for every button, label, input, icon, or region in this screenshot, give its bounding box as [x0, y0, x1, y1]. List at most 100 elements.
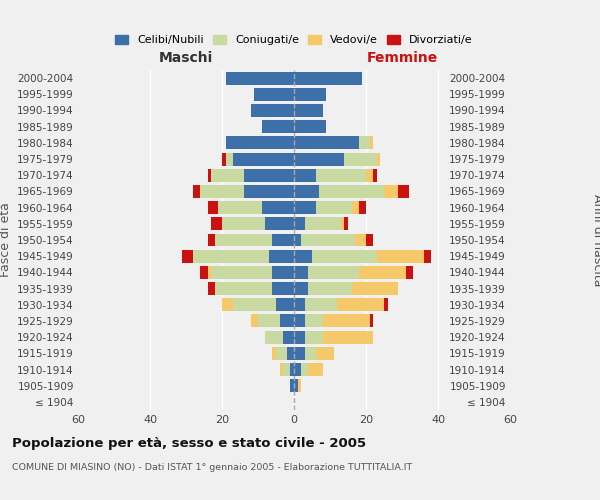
Bar	[294, 218, 305, 230]
Bar	[294, 363, 301, 376]
Bar	[298, 379, 301, 392]
Bar	[319, 185, 384, 198]
Bar	[305, 298, 337, 311]
Bar	[308, 363, 323, 376]
Bar	[294, 136, 359, 149]
Bar	[305, 347, 316, 360]
Bar	[280, 314, 294, 328]
Bar	[218, 201, 262, 214]
Bar	[294, 266, 308, 279]
Legend: Celibi/Nubili, Coniugati/e, Vedovi/e, Divorziati/e: Celibi/Nubili, Coniugati/e, Vedovi/e, Di…	[112, 32, 476, 48]
Bar	[269, 250, 294, 262]
Bar	[290, 363, 294, 376]
Text: Popolazione per età, sesso e stato civile - 2005: Popolazione per età, sesso e stato civil…	[12, 438, 366, 450]
Bar	[305, 330, 323, 344]
Bar	[182, 250, 193, 262]
Bar	[211, 169, 244, 181]
Bar	[280, 363, 283, 376]
Bar	[316, 169, 366, 181]
Bar	[294, 379, 298, 392]
Bar	[294, 169, 316, 181]
Bar	[294, 314, 305, 328]
Bar	[283, 330, 294, 344]
Bar	[262, 120, 294, 133]
Bar	[294, 152, 344, 166]
Bar	[226, 72, 294, 85]
Bar	[265, 218, 294, 230]
Bar	[323, 314, 370, 328]
Bar	[208, 234, 215, 246]
Bar	[272, 282, 294, 295]
Bar	[370, 136, 373, 149]
Bar	[373, 169, 377, 181]
Text: COMUNE DI MIASINO (NO) - Dati ISTAT 1° gennaio 2005 - Elaborazione TUTTITALIA.IT: COMUNE DI MIASINO (NO) - Dati ISTAT 1° g…	[12, 462, 412, 471]
Bar	[276, 347, 287, 360]
Bar	[359, 136, 370, 149]
Bar	[294, 120, 326, 133]
Bar	[366, 234, 373, 246]
Bar	[305, 314, 323, 328]
Bar	[316, 347, 334, 360]
Bar	[294, 104, 323, 117]
Bar	[226, 152, 233, 166]
Bar	[251, 314, 258, 328]
Bar	[208, 266, 211, 279]
Bar	[251, 104, 294, 117]
Bar	[258, 314, 280, 328]
Bar	[344, 218, 348, 230]
Bar	[193, 185, 200, 198]
Bar	[359, 266, 406, 279]
Bar	[359, 201, 366, 214]
Bar	[352, 201, 359, 214]
Bar	[424, 250, 431, 262]
Bar	[200, 185, 244, 198]
Bar	[222, 152, 226, 166]
Bar	[294, 234, 301, 246]
Bar	[370, 314, 373, 328]
Bar	[305, 218, 341, 230]
Text: Femmine: Femmine	[367, 51, 437, 65]
Bar	[301, 234, 355, 246]
Bar	[208, 201, 218, 214]
Bar	[355, 234, 366, 246]
Bar	[308, 282, 352, 295]
Bar	[406, 266, 413, 279]
Bar	[215, 282, 272, 295]
Bar	[211, 266, 272, 279]
Bar	[272, 347, 276, 360]
Bar	[294, 298, 305, 311]
Bar	[294, 72, 362, 85]
Bar	[301, 363, 308, 376]
Bar	[337, 298, 384, 311]
Bar	[233, 152, 294, 166]
Text: Anni di nascita: Anni di nascita	[590, 194, 600, 286]
Bar	[290, 379, 294, 392]
Bar	[244, 169, 294, 181]
Bar	[283, 363, 290, 376]
Bar	[352, 282, 398, 295]
Bar	[272, 234, 294, 246]
Bar	[344, 152, 377, 166]
Bar	[366, 169, 373, 181]
Bar	[384, 298, 388, 311]
Bar	[294, 330, 305, 344]
Bar	[193, 250, 269, 262]
Bar	[308, 266, 359, 279]
Y-axis label: Fasce di età: Fasce di età	[0, 202, 11, 278]
Bar	[294, 185, 319, 198]
Bar	[226, 136, 294, 149]
Bar	[316, 201, 352, 214]
Bar	[208, 169, 211, 181]
Bar	[276, 298, 294, 311]
Bar	[200, 266, 208, 279]
Bar	[294, 282, 308, 295]
Text: Maschi: Maschi	[159, 51, 213, 65]
Bar	[222, 298, 233, 311]
Bar	[377, 152, 380, 166]
Bar	[294, 88, 326, 101]
Bar	[208, 282, 215, 295]
Bar	[287, 347, 294, 360]
Bar	[294, 250, 312, 262]
Bar	[254, 88, 294, 101]
Bar	[211, 218, 222, 230]
